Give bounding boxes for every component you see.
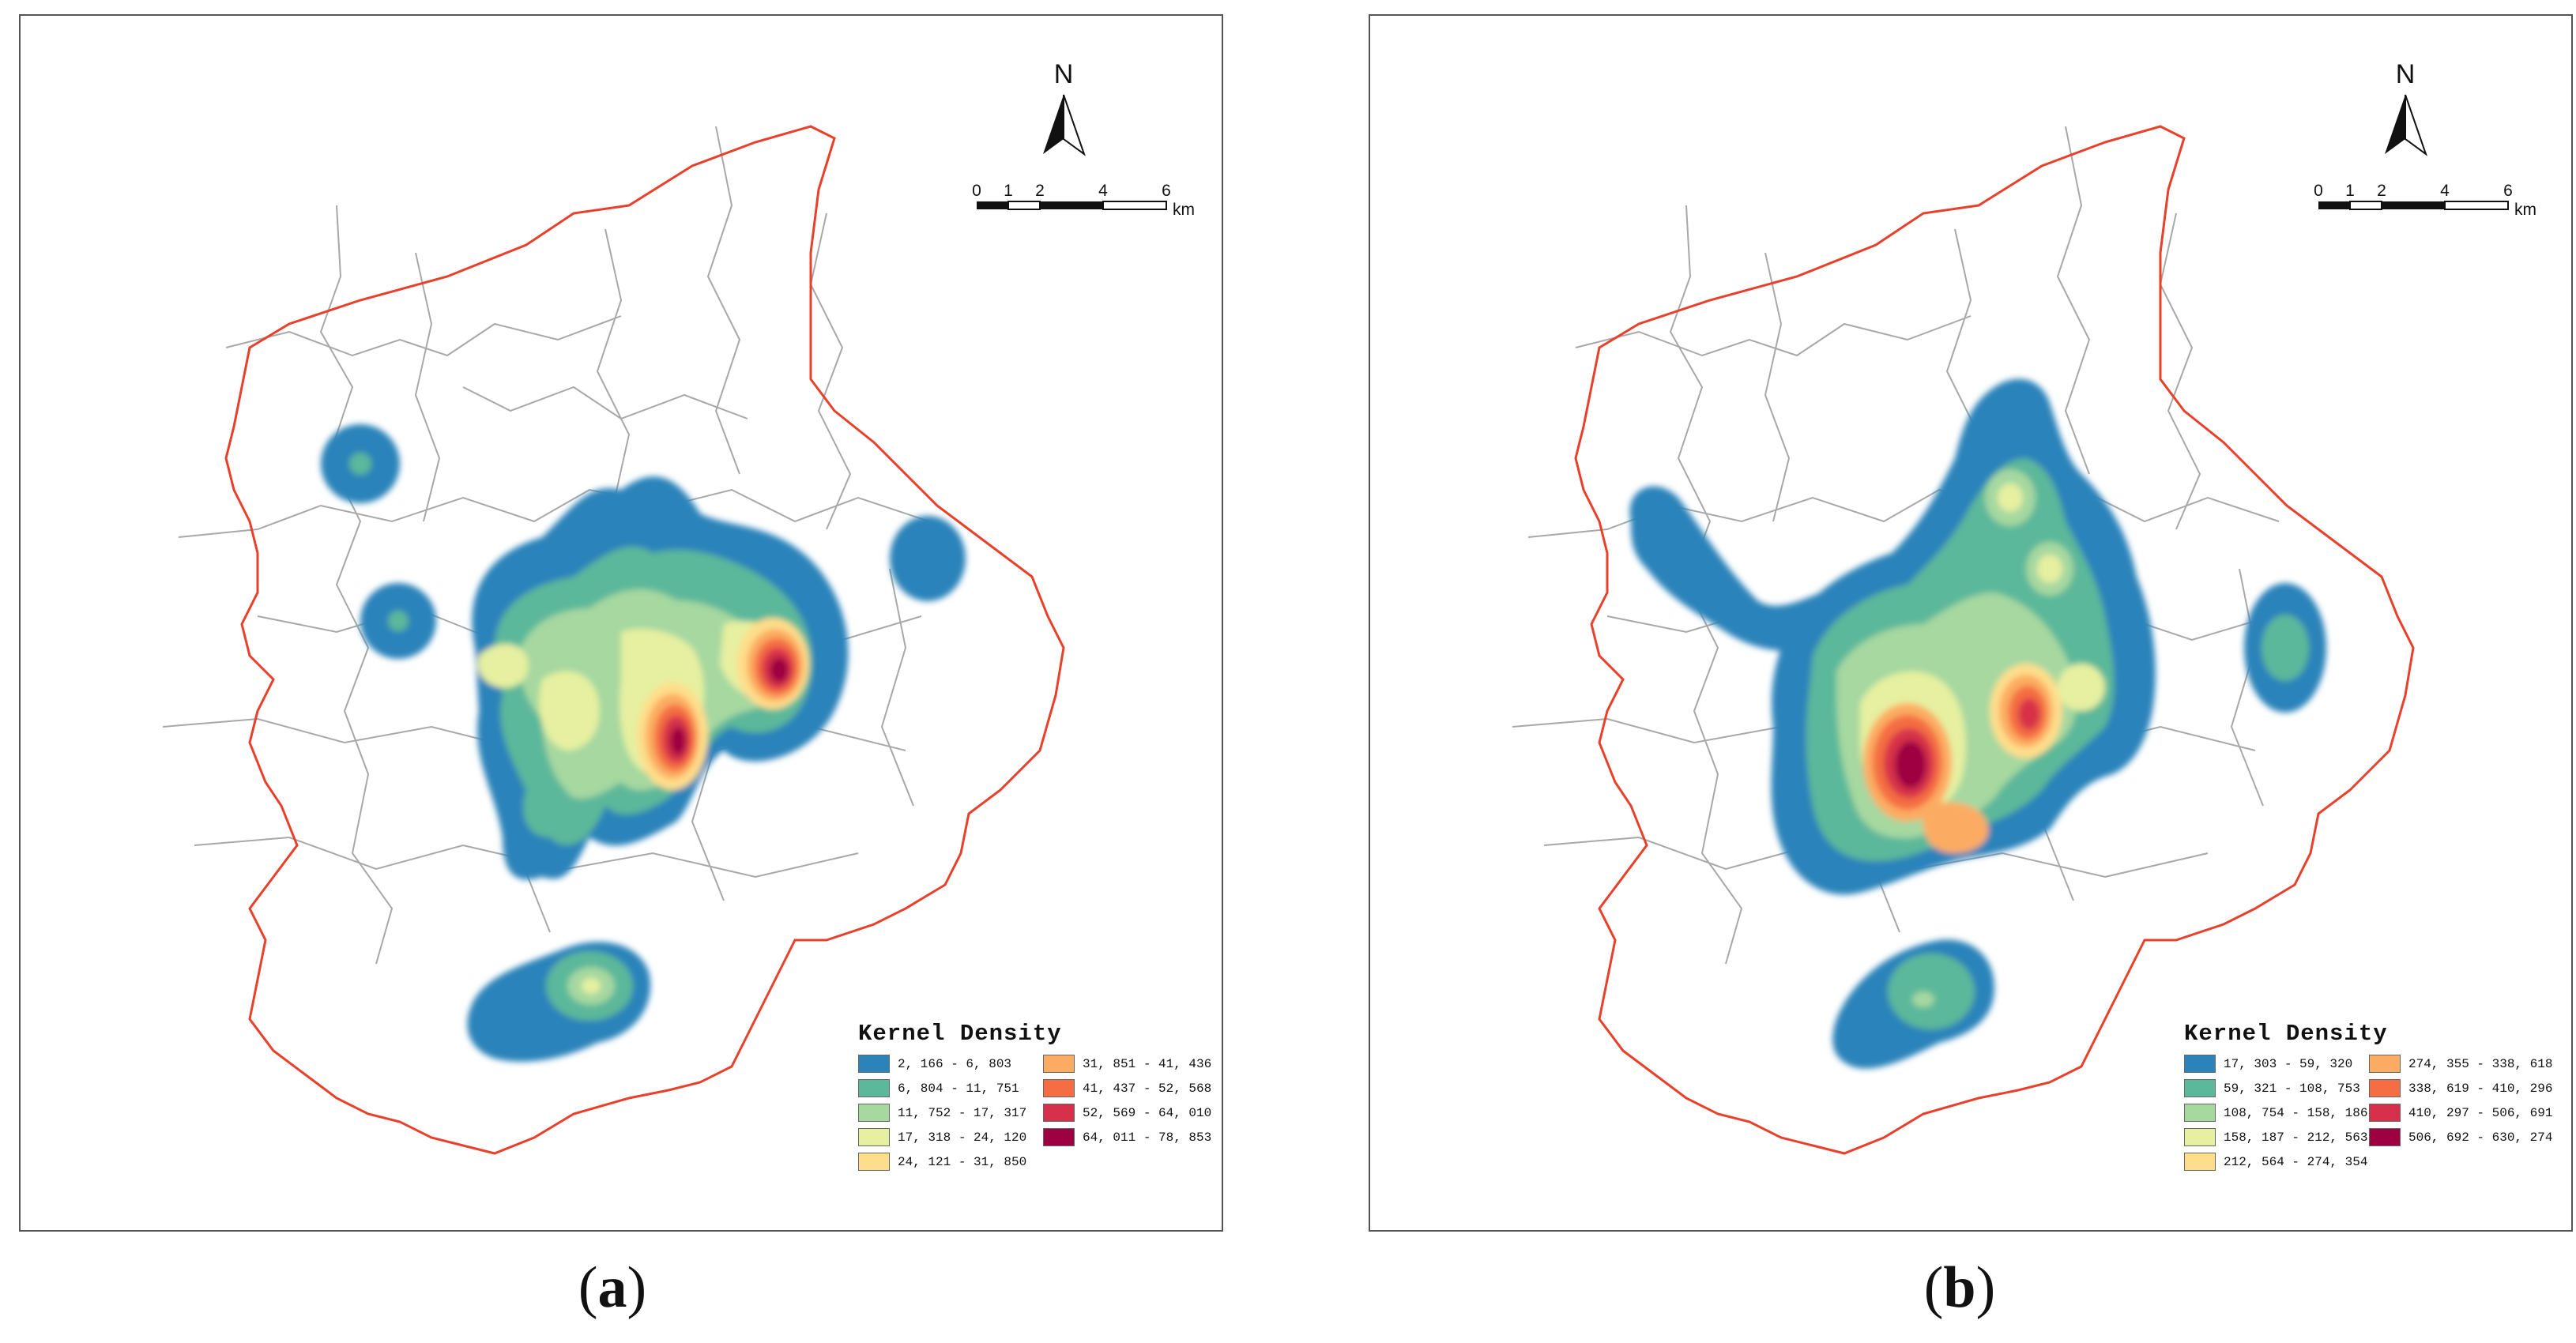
caption-b: (b) (1923, 1255, 1996, 1320)
legend-item: 17, 303 - 59, 320 (2184, 1055, 2358, 1073)
kernel-density-surface (1629, 378, 2326, 1069)
legend-label: 41, 437 - 52, 568 (1083, 1081, 1212, 1096)
legend-b: Kernel Density 17, 303 - 59, 320 274, 355… (2184, 1021, 2552, 1171)
map-a-svg: N 0 1 2 4 6 km (162, 59, 1195, 1155)
legend-swatch (2184, 1128, 2216, 1146)
legend-item: 52, 569 - 64, 010 (1043, 1104, 1217, 1122)
scale-unit: km (2514, 201, 2536, 219)
legend-swatch (2184, 1079, 2216, 1097)
scale-tick-label: 1 (2345, 182, 2355, 200)
legend-item: 59, 321 - 108, 753 (2184, 1079, 2360, 1097)
scale-tick-label: 2 (2377, 182, 2386, 200)
legend-item: 31, 851 - 41, 436 (1043, 1055, 1217, 1073)
city-boundary (1574, 125, 2415, 1155)
north-label: N (2396, 59, 2416, 89)
legend-title: Kernel Density (2184, 1021, 2388, 1047)
legend-swatch (2184, 1055, 2216, 1073)
legend-item: 108, 754 - 158, 186 (2184, 1104, 2367, 1122)
legend-label: 158, 187 - 212, 563 (2224, 1130, 2368, 1145)
map-panel-b: N 0 1 2 4 6 km Kernel Density 17, 303 - … (1369, 14, 2573, 1232)
legend-classes: 2, 166 - 6, 803 31, 851 - 41, 436 6, 804 -… (858, 1055, 1217, 1171)
north-arrow: N (1043, 59, 1086, 156)
legend-label: 338, 619 - 410, 296 (2408, 1081, 2553, 1096)
kernel-density-surface (321, 424, 966, 1062)
scale-bar: 0 1 2 4 6 km (972, 182, 1195, 219)
legend-item: 410, 297 - 506, 691 (2369, 1104, 2552, 1122)
legend-label: 17, 318 - 24, 120 (898, 1130, 1027, 1145)
legend-item (1043, 1153, 1217, 1171)
north-label: N (1054, 59, 1074, 89)
scale-unit: km (1173, 201, 1195, 219)
legend-swatch (2184, 1153, 2216, 1171)
legend-swatch (858, 1079, 890, 1097)
legend-item: 6, 804 - 11, 751 (858, 1079, 1032, 1097)
legend-swatch (2184, 1104, 2216, 1122)
legend-label: 52, 569 - 64, 010 (1083, 1105, 1212, 1120)
scale-tick-label: 0 (972, 182, 981, 200)
legend-label: 6, 804 - 11, 751 (898, 1081, 1019, 1096)
scale-tick-label: 4 (2440, 182, 2450, 200)
legend-a: Kernel Density 2, 166 - 6, 803 31, 851 - … (858, 1021, 1217, 1171)
legend-item: 338, 619 - 410, 296 (2369, 1079, 2552, 1097)
legend-swatch (858, 1104, 890, 1122)
legend-label: 31, 851 - 41, 436 (1083, 1056, 1212, 1071)
legend-label: 11, 752 - 17, 317 (898, 1105, 1027, 1120)
legend-swatch (2369, 1055, 2401, 1073)
legend-swatch (1043, 1104, 1075, 1122)
legend-label: 108, 754 - 158, 186 (2224, 1105, 2368, 1120)
map-panel-a: N 0 1 2 4 6 km Kernel Density 2, 166 - 6… (19, 14, 1223, 1232)
legend-item: 24, 121 - 31, 850 (858, 1153, 1032, 1171)
legend-label: 59, 321 - 108, 753 (2224, 1081, 2360, 1096)
caption-a: (a) (578, 1255, 647, 1320)
legend-title: Kernel Density (858, 1021, 1062, 1047)
legend-item: 64, 011 - 78, 853 (1043, 1128, 1217, 1146)
legend-swatch (1043, 1128, 1075, 1146)
legend-swatch (2369, 1128, 2401, 1146)
legend-swatch (1043, 1079, 1075, 1097)
legend-classes: 17, 303 - 59, 320 274, 355 - 338, 618 59, … (2184, 1055, 2552, 1171)
scale-bar: 0 1 2 4 6 km (2314, 182, 2536, 219)
legend-label: 24, 121 - 31, 850 (898, 1154, 1027, 1169)
scale-tick-label: 1 (1004, 182, 1013, 200)
north-arrow: N (2385, 59, 2427, 156)
legend-label: 64, 011 - 78, 853 (1083, 1130, 1212, 1145)
map-b-svg: N 0 1 2 4 6 km (1512, 59, 2536, 1155)
legend-label: 274, 355 - 338, 618 (2408, 1056, 2553, 1071)
scale-tick-label: 2 (1035, 182, 1045, 200)
scale-tick-label: 6 (2503, 182, 2513, 200)
legend-item (2369, 1153, 2543, 1171)
legend-item: 17, 318 - 24, 120 (858, 1128, 1032, 1146)
legend-swatch (858, 1128, 890, 1146)
legend-item: 158, 187 - 212, 563 (2184, 1128, 2367, 1146)
scale-tick-label: 4 (1098, 182, 1108, 200)
legend-swatch (858, 1153, 890, 1171)
legend-label: 212, 564 - 274, 354 (2224, 1154, 2368, 1169)
legend-label: 506, 692 - 630, 274 (2408, 1130, 2553, 1145)
legend-label: 410, 297 - 506, 691 (2408, 1105, 2553, 1120)
legend-swatch (2369, 1079, 2401, 1097)
legend-swatch (1043, 1055, 1075, 1073)
legend-item: 506, 692 - 630, 274 (2369, 1128, 2552, 1146)
legend-item: 41, 437 - 52, 568 (1043, 1079, 1217, 1097)
legend-item: 274, 355 - 338, 618 (2369, 1055, 2552, 1073)
legend-swatch (2369, 1104, 2401, 1122)
legend-item: 212, 564 - 274, 354 (2184, 1153, 2367, 1171)
legend-item: 11, 752 - 17, 317 (858, 1104, 1032, 1122)
legend-item: 2, 166 - 6, 803 (858, 1055, 1032, 1073)
legend-label: 17, 303 - 59, 320 (2224, 1056, 2353, 1071)
scale-tick-label: 6 (1162, 182, 1171, 200)
legend-swatch (858, 1055, 890, 1073)
legend-label: 2, 166 - 6, 803 (898, 1056, 1012, 1071)
scale-tick-label: 0 (2314, 182, 2323, 200)
city-boundary (224, 125, 1065, 1155)
